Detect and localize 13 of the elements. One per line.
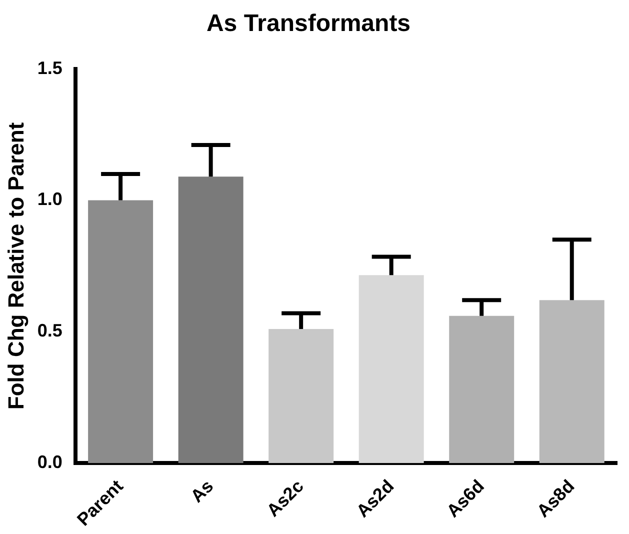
- bar: [539, 300, 604, 464]
- y-axis-title: Fold Chg Relative to Parent: [3, 122, 28, 410]
- chart-title: As Transformants: [206, 10, 411, 38]
- bar: [449, 316, 514, 464]
- bar: [268, 329, 334, 464]
- x-tick-label: As: [186, 476, 218, 506]
- bar: [358, 275, 424, 464]
- y-tick-label: 1.0: [37, 189, 62, 210]
- y-tick-label: 1.5: [37, 58, 62, 78]
- bar: [178, 176, 244, 464]
- y-tick-label: 0.0: [37, 452, 62, 472]
- y-tick-label: 0.5: [37, 320, 62, 341]
- bar: [88, 200, 154, 464]
